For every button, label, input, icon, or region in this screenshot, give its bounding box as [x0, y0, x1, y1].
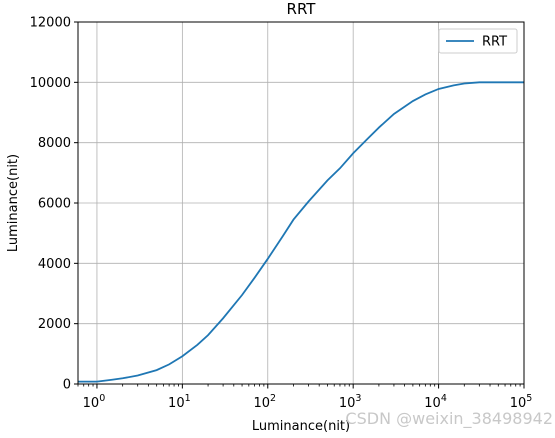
x-axis-label: Luminance(nit): [252, 419, 350, 434]
x-tick-label: 105: [510, 393, 533, 411]
legend-label-rrt: RRT: [482, 35, 507, 50]
y-tick-label: 8000: [38, 136, 71, 151]
x-tick-label: 101: [168, 393, 191, 411]
x-tick-label: 103: [339, 393, 362, 411]
x-tick-label: 104: [424, 393, 447, 411]
x-tick-label: 102: [253, 393, 276, 411]
series-line-rrt: [78, 81, 524, 383]
chart-title: RRT: [287, 0, 317, 18]
y-axis-ticks: 0 2000 4000 6000 8000 10000 12000: [30, 16, 78, 393]
y-tick-label: 0: [63, 378, 71, 393]
watermark-text: CSDN @weixin_38498942: [345, 409, 553, 429]
plot-area: [78, 81, 524, 383]
y-tick-label: 2000: [38, 317, 71, 332]
x-axis-ticks: 100 101 102 103 104 105: [77, 384, 533, 411]
y-tick-label: 12000: [30, 16, 71, 31]
legend: RRT: [438, 28, 518, 54]
y-axis-label: Luminance(nit): [6, 154, 21, 252]
y-tick-label: 6000: [38, 197, 71, 212]
y-tick-label: 4000: [38, 257, 71, 272]
legend-box: [438, 28, 518, 54]
x-tick-label: 100: [83, 393, 106, 411]
y-tick-label: 10000: [30, 76, 71, 91]
